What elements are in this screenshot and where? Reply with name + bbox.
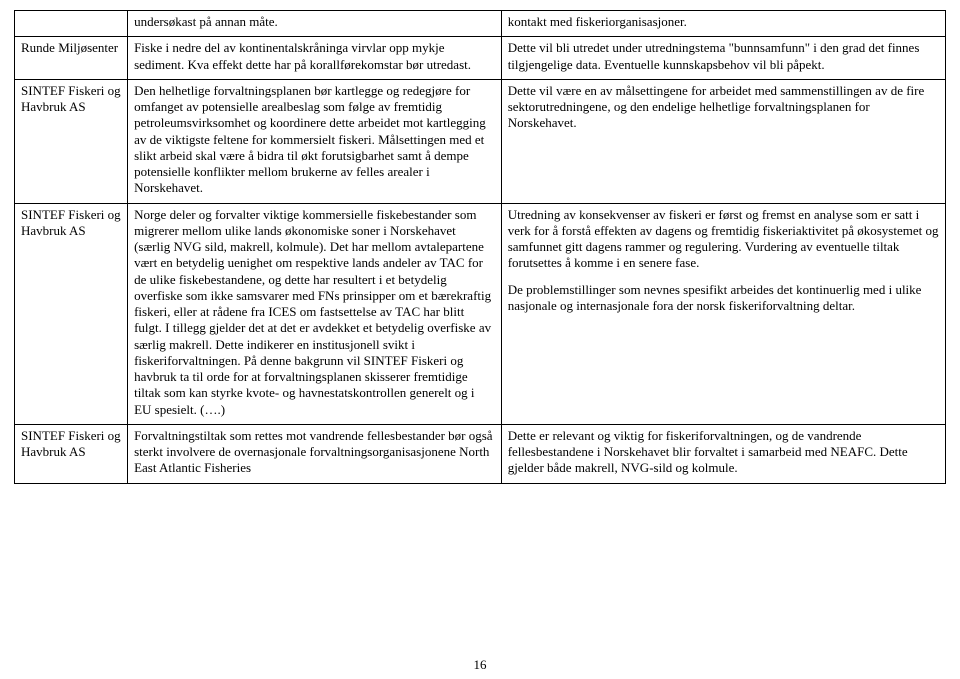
- table-row: undersøkast på annan måte. kontakt med f…: [15, 11, 946, 37]
- table-row: SINTEF Fiskeri og Havbruk AS Norge deler…: [15, 203, 946, 424]
- cell-source: SINTEF Fiskeri og Havbruk AS: [15, 79, 128, 203]
- cell-input: Fiske i nedre del av kontinentalskråning…: [128, 37, 502, 80]
- table-row: SINTEF Fiskeri og Havbruk AS Den helhetl…: [15, 79, 946, 203]
- table-row: SINTEF Fiskeri og Havbruk AS Forvaltning…: [15, 424, 946, 483]
- table-row: Runde Miljøsenter Fiske i nedre del av k…: [15, 37, 946, 80]
- cell-source: Runde Miljøsenter: [15, 37, 128, 80]
- cell-response: Dette vil bli utredet under utredningste…: [501, 37, 945, 80]
- response-paragraph: De problemstillinger som nevnes spesifik…: [508, 282, 939, 315]
- page-number: 16: [0, 657, 960, 673]
- document-page: undersøkast på annan måte. kontakt med f…: [0, 0, 960, 679]
- cell-response: Dette vil være en av målsettingene for a…: [501, 79, 945, 203]
- cell-input: Den helhetlige forvaltningsplanen bør ka…: [128, 79, 502, 203]
- cell-source: [15, 11, 128, 37]
- response-paragraph: Utredning av konsekvenser av fiskeri er …: [508, 207, 939, 272]
- cell-response: Dette er relevant og viktig for fiskerif…: [501, 424, 945, 483]
- cell-input: Forvaltningstiltak som rettes mot vandre…: [128, 424, 502, 483]
- cell-response: Utredning av konsekvenser av fiskeri er …: [501, 203, 945, 424]
- cell-input: Norge deler og forvalter viktige kommers…: [128, 203, 502, 424]
- document-table: undersøkast på annan måte. kontakt med f…: [14, 10, 946, 484]
- cell-source: SINTEF Fiskeri og Havbruk AS: [15, 203, 128, 424]
- cell-source: SINTEF Fiskeri og Havbruk AS: [15, 424, 128, 483]
- paragraph-gap: [508, 272, 939, 282]
- cell-input: undersøkast på annan måte.: [128, 11, 502, 37]
- cell-response: kontakt med fiskeriorganisasjoner.: [501, 11, 945, 37]
